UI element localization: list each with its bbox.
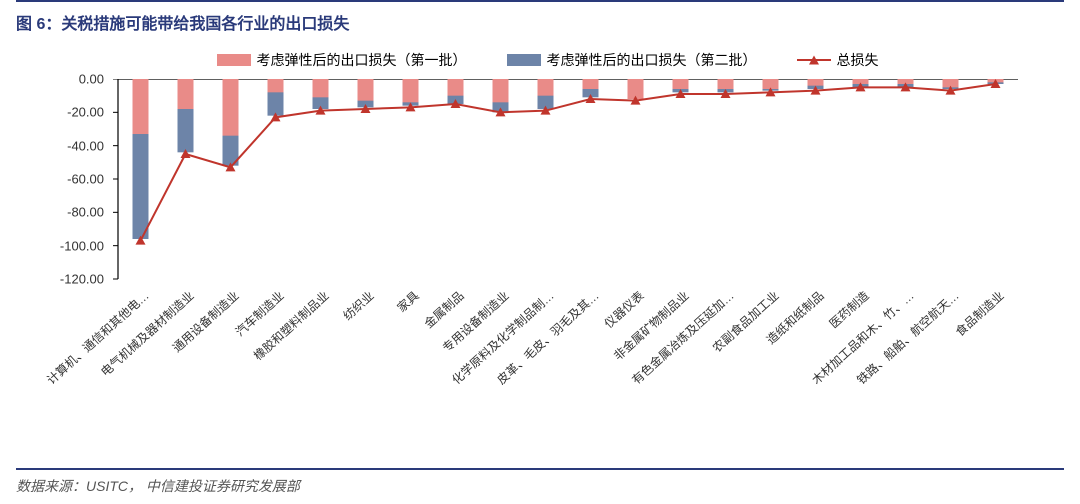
legend-marker-total xyxy=(797,59,831,61)
figure-container: 图 6：关税措施可能带给我国各行业的出口损失 考虑弹性后的出口损失（第一批） 考… xyxy=(0,0,1080,504)
bar-series1 xyxy=(538,79,554,96)
x-tick-label: 食品制造业 xyxy=(951,287,1007,340)
legend: 考虑弹性后的出口损失（第一批） 考虑弹性后的出口损失（第二批） 总损失 xyxy=(40,45,1055,75)
legend-item-total: 总损失 xyxy=(797,50,879,70)
x-tick-label: 纺织业 xyxy=(339,287,377,324)
bar-series1 xyxy=(583,79,599,89)
chart-svg xyxy=(40,79,1018,287)
bar-series1 xyxy=(493,79,509,102)
figure-title: 图 6：关税措施可能带给我国各行业的出口损失 xyxy=(0,2,1080,40)
legend-label-series2: 考虑弹性后的出口损失（第二批） xyxy=(547,50,757,70)
legend-swatch-series1 xyxy=(217,54,251,66)
legend-swatch-series2 xyxy=(507,54,541,66)
legend-label-series1: 考虑弹性后的出口损失（第一批） xyxy=(257,50,467,70)
data-source: 数据来源：USITC， 中信建投证券研究发展部 xyxy=(0,470,1080,504)
bar-series1 xyxy=(718,79,734,89)
legend-item-series2: 考虑弹性后的出口损失（第二批） xyxy=(507,50,757,70)
bar-series1 xyxy=(133,79,149,134)
bar-series1 xyxy=(178,79,194,109)
bar-series1 xyxy=(808,79,824,86)
bar-series1 xyxy=(448,79,464,96)
legend-item-series1: 考虑弹性后的出口损失（第一批） xyxy=(217,50,467,70)
bar-series1 xyxy=(223,79,239,136)
chart-area: 考虑弹性后的出口损失（第一批） 考虑弹性后的出口损失（第二批） 总损失 0.00… xyxy=(40,45,1055,429)
bar-series1 xyxy=(403,79,419,102)
x-tick-label: 家具 xyxy=(393,287,422,316)
bar-series1 xyxy=(268,79,284,92)
bar-series1 xyxy=(313,79,329,97)
x-axis-categories: 计算机、通信和其他电…电气机械及器材制造业通用设备制造业汽车制造业橡胶和塑料制品… xyxy=(40,279,1055,414)
bar-series1 xyxy=(358,79,374,101)
legend-label-total: 总损失 xyxy=(837,50,879,70)
bar-series1 xyxy=(673,79,689,89)
plot-area: 0.00-20.00-40.00-60.00-80.00-100.00-120.… xyxy=(40,79,1055,414)
